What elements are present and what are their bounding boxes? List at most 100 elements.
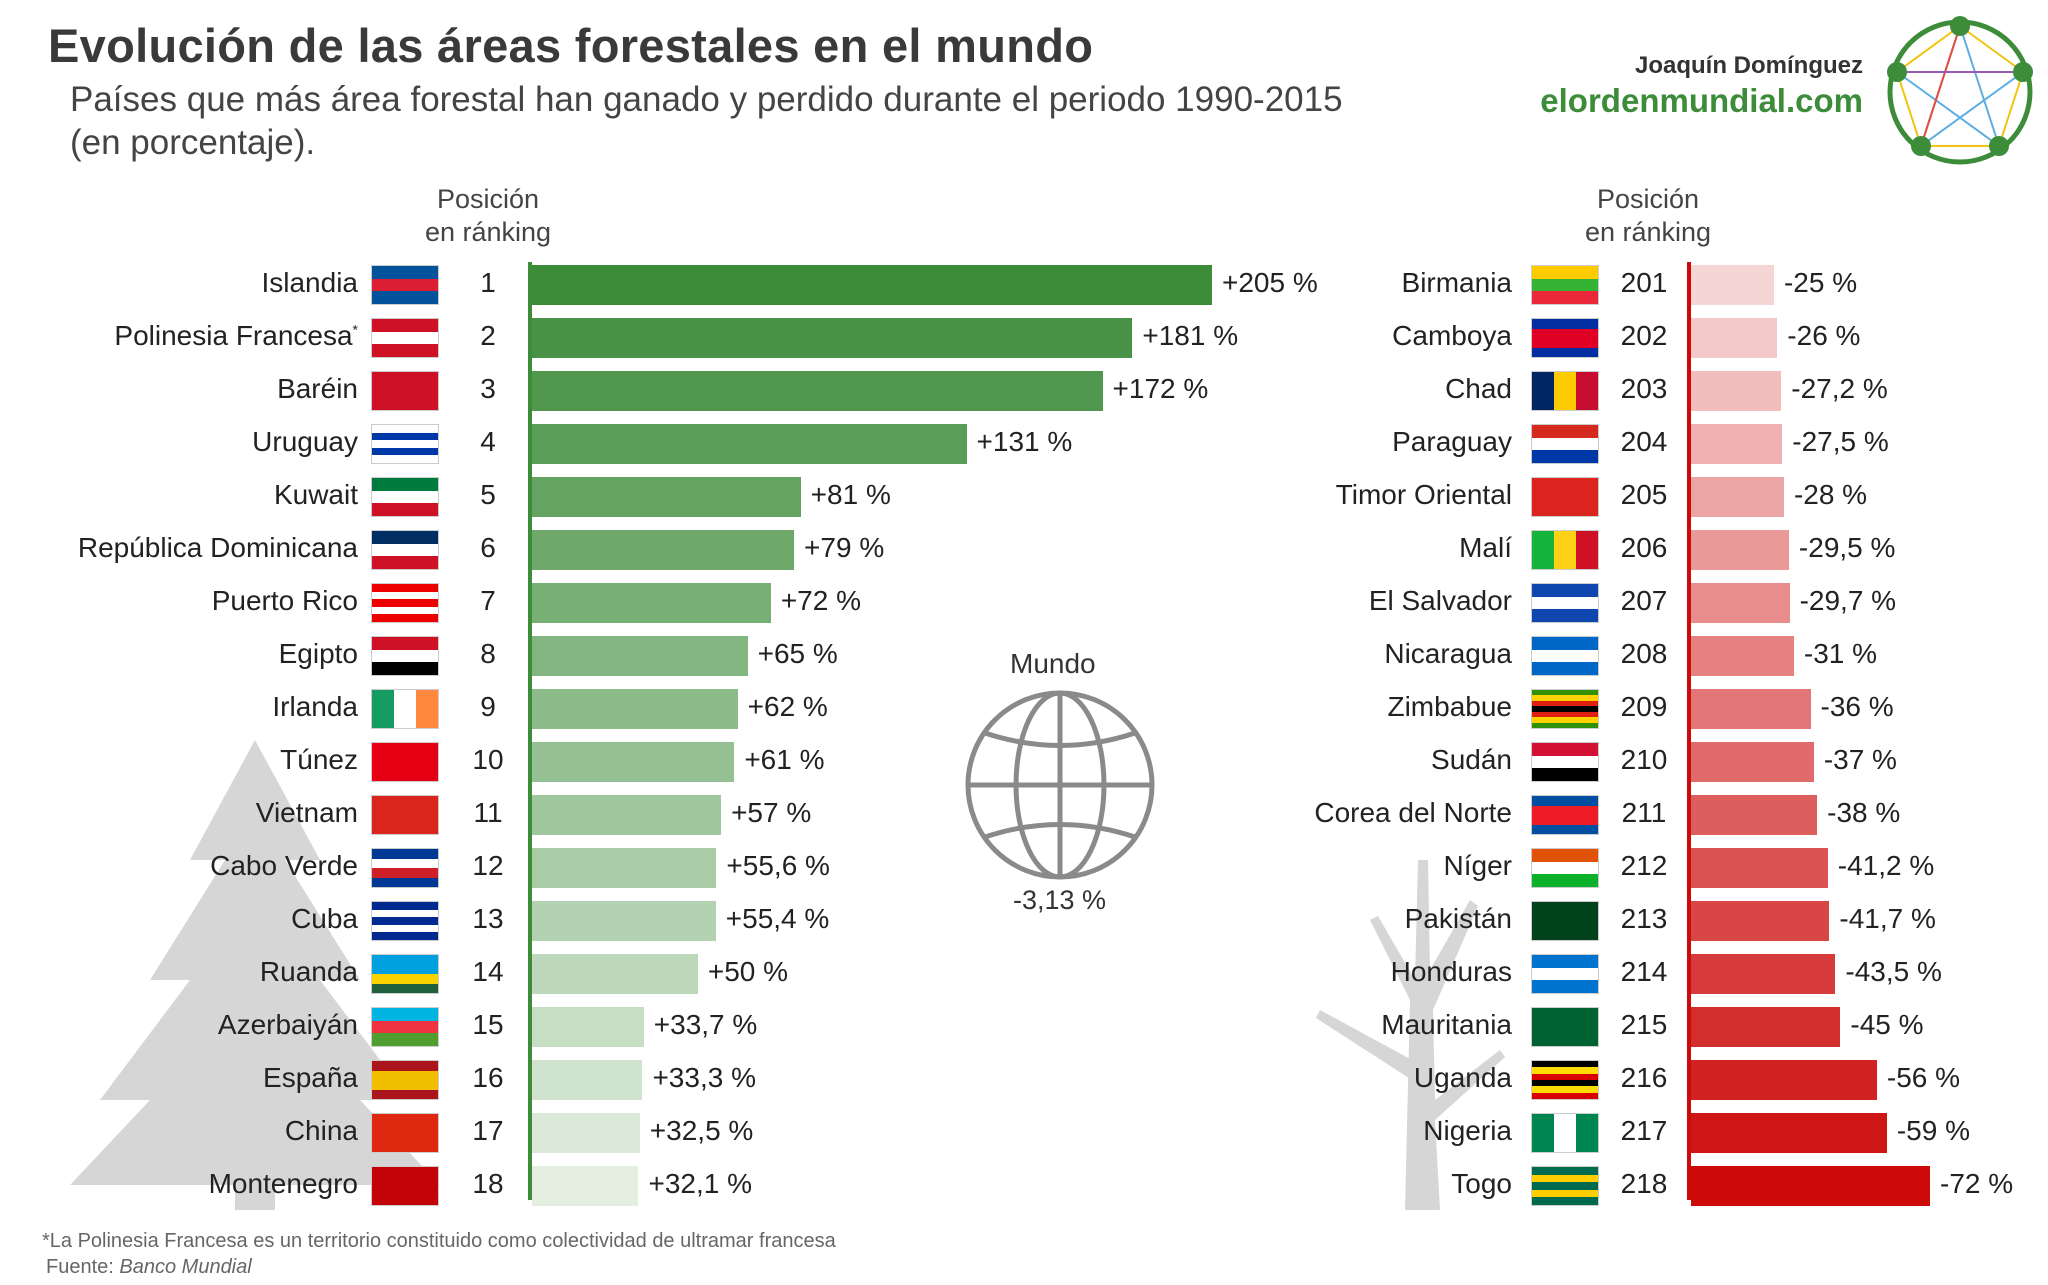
country-label: Camboya xyxy=(1392,320,1512,351)
value-label: -36 % xyxy=(1820,691,1894,722)
logo-icon xyxy=(1887,16,2033,165)
value-label: -28 % xyxy=(1793,479,1868,510)
country-label: Montenegro xyxy=(208,1168,358,1199)
flag-polinesia-francesa xyxy=(372,319,438,358)
country-label: Baréin xyxy=(277,373,358,404)
flag-uruguay xyxy=(372,425,438,463)
rank-label: 18 xyxy=(472,1168,504,1199)
bar xyxy=(532,689,738,729)
value-label: +181 % xyxy=(1142,320,1239,351)
flag-islandia xyxy=(372,266,438,305)
globe-icon xyxy=(965,690,1155,880)
country-label: Togo xyxy=(1451,1168,1512,1199)
flag-sudan xyxy=(1532,743,1598,782)
value-label: -27,5 % xyxy=(1792,426,1889,457)
bar xyxy=(532,477,801,517)
country-label: República Dominicana xyxy=(77,532,358,563)
value-label: +55,6 % xyxy=(726,850,830,881)
country-label: Irlanda xyxy=(272,691,358,722)
world-value: -3,13 % xyxy=(1013,885,1107,915)
value-label: +57 % xyxy=(731,797,812,828)
bar xyxy=(532,848,717,888)
country-label: Cabo Verde xyxy=(210,850,358,881)
value-label: +172 % xyxy=(1112,373,1209,404)
rank-label: 208 xyxy=(1620,638,1668,669)
value-label: -37 % xyxy=(1823,744,1897,775)
bar xyxy=(1691,848,1828,888)
value-label: +61 % xyxy=(744,744,825,775)
value-label: -38 % xyxy=(1827,797,1901,828)
rank-label: 7 xyxy=(480,585,496,616)
bar xyxy=(1691,954,1836,994)
value-label: +81 % xyxy=(810,479,891,510)
value-label: +79 % xyxy=(804,532,885,563)
rank-label: 9 xyxy=(480,691,496,722)
country-label: España xyxy=(263,1062,358,1093)
rank-label: 8 xyxy=(480,638,496,669)
country-label: Nigeria xyxy=(1423,1115,1512,1146)
flag-republica-dominicana xyxy=(372,531,438,570)
rank-label: 15 xyxy=(472,1009,504,1040)
country-label: Birmania xyxy=(1401,267,1512,298)
bar xyxy=(1691,636,1794,676)
value-label: -27,2 % xyxy=(1791,373,1888,404)
country-label: Paraguay xyxy=(1392,426,1512,457)
value-label: +33,3 % xyxy=(652,1062,756,1093)
bar xyxy=(532,1060,643,1100)
country-label: Mauritania xyxy=(1381,1009,1512,1040)
rank-label: 14 xyxy=(472,956,504,987)
flag-egipto xyxy=(372,637,438,676)
value-label: -59 % xyxy=(1896,1115,1970,1146)
flag-kuwait xyxy=(372,478,438,517)
country-label: Ruanda xyxy=(259,956,358,987)
rank-label: 202 xyxy=(1620,320,1668,351)
flag-birmania xyxy=(1532,266,1598,305)
country-label: Polinesia Francesa* xyxy=(114,320,358,351)
loss-axis-line xyxy=(1687,262,1691,1200)
rank-label: 2 xyxy=(480,320,496,351)
country-label: Timor Oriental xyxy=(1335,479,1512,510)
rank-label: 215 xyxy=(1620,1009,1668,1040)
bar xyxy=(1691,742,1814,782)
rank-label: 211 xyxy=(1621,797,1667,828)
rank-label: 6 xyxy=(480,532,496,563)
bar xyxy=(1691,1166,1930,1206)
country-label: Uruguay xyxy=(252,426,358,457)
bar xyxy=(532,1007,644,1047)
bar xyxy=(1691,901,1830,941)
rank-label: 16 xyxy=(472,1062,504,1093)
flag-honduras xyxy=(1532,955,1598,994)
value-label: -56 % xyxy=(1886,1062,1961,1093)
flag-tunez xyxy=(372,743,438,781)
flag-puerto-rico xyxy=(372,584,438,622)
flag-camboya xyxy=(1532,319,1598,357)
bar xyxy=(1691,795,1818,835)
value-label: -29,7 % xyxy=(1799,585,1897,616)
rank-label: 5 xyxy=(480,479,496,510)
flag-espana xyxy=(372,1061,438,1099)
source: Fuente: Banco Mundial xyxy=(46,1256,252,1279)
rank-header-left: Posición en ránking xyxy=(424,184,552,247)
site-link[interactable]: elordenmundial.com xyxy=(1540,82,1863,119)
bar xyxy=(532,371,1103,411)
bar xyxy=(1691,1113,1887,1153)
country-label: Sudán xyxy=(1431,744,1512,775)
flag-nicaragua xyxy=(1532,637,1598,676)
flag-ruanda xyxy=(372,955,438,993)
value-label: +62 % xyxy=(747,691,828,722)
flag-barein xyxy=(372,372,438,410)
rank-label: 209 xyxy=(1620,691,1668,722)
country-label: Azerbaiyán xyxy=(217,1009,358,1040)
bar xyxy=(532,901,716,941)
flag-mauritania xyxy=(1532,1008,1598,1046)
bar xyxy=(1691,371,1782,411)
bar xyxy=(532,265,1212,305)
value-label: +72 % xyxy=(780,585,861,616)
bar xyxy=(1691,265,1774,305)
country-label: China xyxy=(284,1115,358,1146)
value-label: +131 % xyxy=(976,426,1073,457)
country-label: Uganda xyxy=(1413,1062,1512,1093)
rank-label: 205 xyxy=(1620,479,1668,510)
flag-el-salvador xyxy=(1532,584,1598,623)
rank-header-right: Posición en ránking xyxy=(1584,184,1712,247)
